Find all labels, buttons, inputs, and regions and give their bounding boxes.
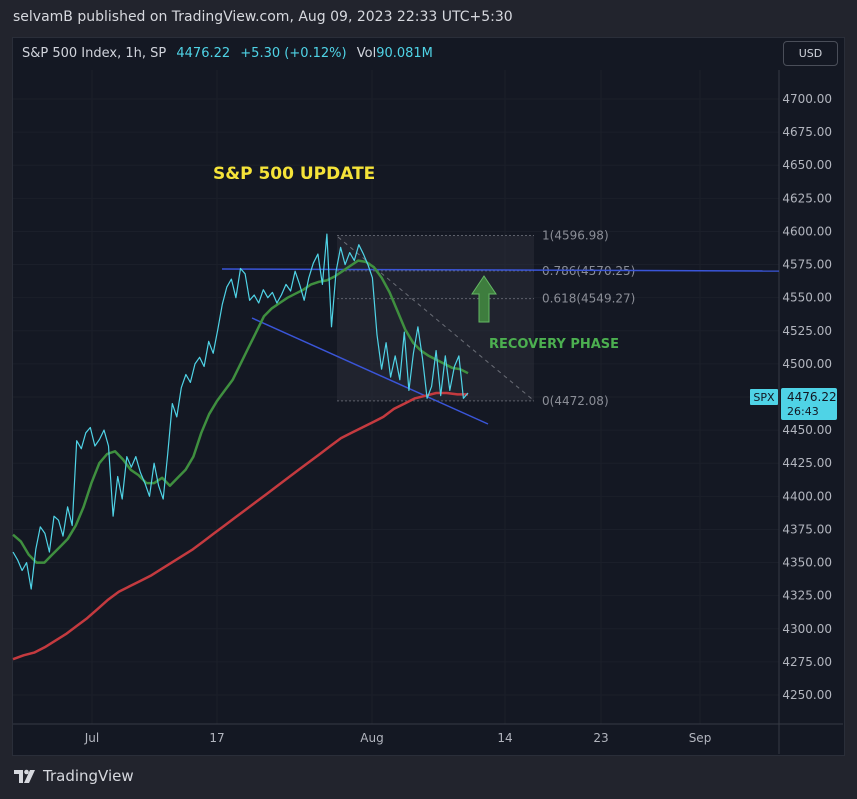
- y-tick-label: 4375.00: [782, 522, 832, 536]
- x-tick-label: 23: [593, 731, 608, 745]
- currency-button[interactable]: USD: [783, 41, 838, 66]
- current-price-tag: [781, 388, 837, 420]
- bar-countdown-label: 26:43: [787, 405, 819, 418]
- y-tick-label: 4650.00: [782, 158, 832, 172]
- y-tick-label: 4325.00: [782, 589, 832, 603]
- y-tick-label: 4600.00: [782, 224, 832, 238]
- symbol-name: S&P 500 Index, 1h, SP: [22, 46, 167, 61]
- series-line-ma-long: [12, 391, 468, 661]
- symbol-legend: S&P 500 Index, 1h, SP 4476.22 +5.30 (+0.…: [22, 46, 433, 61]
- y-tick-label: 4450.00: [782, 423, 832, 437]
- x-tick-label: Jul: [84, 731, 99, 745]
- volume-label: Vol: [356, 46, 377, 61]
- y-tick-label: 4425.00: [782, 456, 832, 470]
- annotations-group: S&P 500 UPDATE RECOVERY PHASE: [213, 164, 619, 352]
- axis-lines: [13, 70, 843, 754]
- fib-level-label: 0.618(4549.27): [542, 292, 635, 306]
- series-line-ma-short: [12, 259, 469, 564]
- symbol-tag-label: SPX: [753, 391, 775, 404]
- tradingview-brand[interactable]: TradingView: [13, 767, 134, 785]
- x-tick-label: 17: [209, 731, 224, 745]
- y-tick-label: 4275.00: [782, 655, 832, 669]
- volume-value: 90.081M: [376, 46, 433, 61]
- resistance-trendline: [221, 268, 780, 272]
- chart-title: S&P 500 UPDATE: [213, 164, 375, 184]
- y-tick-label: 4400.00: [782, 489, 832, 503]
- support-trendline: [251, 317, 489, 425]
- y-tick-label: 4250.00: [782, 688, 832, 702]
- recovery-arrow-icon: [471, 275, 497, 323]
- y-tick-label: 4350.00: [782, 556, 832, 570]
- y-tick-label: 4575.00: [782, 258, 832, 272]
- symbol-tag: [750, 389, 778, 405]
- x-tick-label: Sep: [689, 731, 712, 745]
- last-price: 4476.22: [176, 46, 231, 61]
- y-tick-label: 4300.00: [782, 622, 832, 636]
- tradingview-logo-icon: [14, 769, 35, 783]
- recovery-phase-label: RECOVERY PHASE: [489, 337, 619, 352]
- fib-level-label: 0(4472.08): [542, 394, 609, 408]
- publish-info: selvamB published on TradingView.com, Au…: [13, 9, 513, 25]
- x-tick-label: 14: [497, 731, 512, 745]
- y-tick-label: 4500.00: [782, 357, 832, 371]
- series-line-price: [12, 233, 469, 590]
- y-tick-label: 4625.00: [782, 191, 832, 205]
- fib-level-label: 1(4596.98): [542, 228, 609, 242]
- trendlines: [221, 268, 780, 425]
- brand-name: TradingView: [43, 767, 134, 785]
- x-tick-label: Aug: [360, 731, 383, 745]
- y-tick-label: 4675.00: [782, 125, 832, 139]
- series-group: [12, 233, 469, 661]
- x-axis: Jul 17 Aug 14 23 Sep: [84, 731, 712, 745]
- y-tick-label: 4550.00: [782, 291, 832, 305]
- current-price-label: 4476.22: [787, 390, 837, 404]
- price-change: +5.30 (+0.12%): [240, 46, 347, 61]
- y-tick-label: 4525.00: [782, 324, 832, 338]
- y-tick-label: 4700.00: [782, 92, 832, 106]
